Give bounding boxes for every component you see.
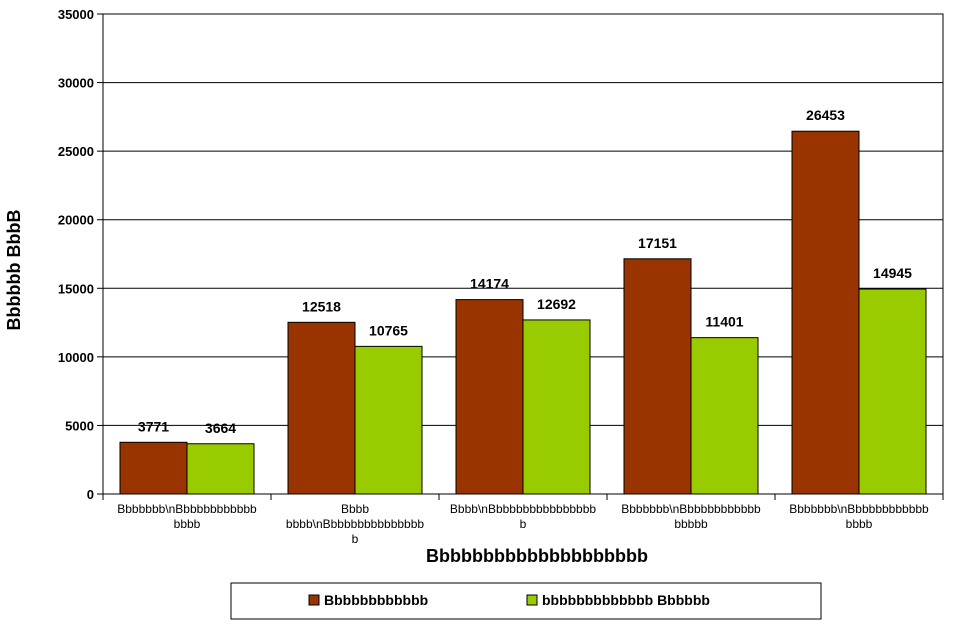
- axes: [102, 13, 944, 500]
- x-category-labels: Bbbbbbb\nBbbbbbbbbbbbbbbbBbbbbbbb\nBbbbb…: [117, 502, 929, 546]
- legend-box: [230, 582, 822, 620]
- x-category-label: Bbbb\nBbbbbbbbbbbbbbbb: [450, 502, 596, 516]
- x-category-label: Bbbbbbb\nBbbbbbbbbbbb: [621, 502, 761, 516]
- x-axis-title: Bbbbbbbbbbbbbbbbbbbb: [426, 546, 648, 566]
- bar-1-1: [119, 441, 188, 495]
- x-category-label: Bbbb: [341, 502, 369, 516]
- plot-area: [102, 13, 944, 495]
- x-category-label: b: [520, 517, 527, 531]
- bar-1-5: [791, 130, 860, 495]
- data-label: 10765: [369, 322, 408, 338]
- y-tick-label: 25000: [58, 144, 94, 159]
- bar-1-3: [455, 299, 524, 495]
- data-label: 12692: [537, 296, 576, 312]
- x-category-label: bbbb: [174, 517, 201, 531]
- data-label: 3771: [138, 418, 169, 434]
- y-tick-label: 35000: [58, 7, 94, 22]
- bar-1-2: [287, 321, 356, 495]
- data-label: 14945: [873, 265, 912, 281]
- legend-label: Bbbbbbbbbbbb: [324, 592, 428, 608]
- bar-2-2: [354, 345, 423, 495]
- bar-2-4: [690, 337, 759, 495]
- data-label: 12518: [302, 298, 341, 314]
- data-labels: 3771 3664 12518 10765 14174 12692 17151 11401 26…: [138, 107, 912, 436]
- bars: [119, 130, 927, 495]
- y-tick-label: 10000: [58, 350, 94, 365]
- data-label: 26453: [806, 107, 845, 123]
- y-tick-label: 5000: [65, 418, 94, 433]
- y-tick-label: 30000: [58, 76, 94, 91]
- data-label: 17151: [638, 235, 677, 251]
- bar-1-4: [623, 258, 692, 495]
- y-axis-title: Bbbbbb BbbB: [4, 210, 24, 331]
- x-category-label: bbbbb: [674, 517, 708, 531]
- y-tick-label: 15000: [58, 281, 94, 296]
- bar-2-5: [858, 288, 927, 495]
- bar-2-3: [522, 319, 591, 495]
- bar-2-1: [186, 443, 255, 495]
- data-label: 3664: [205, 420, 236, 436]
- x-category-label: bbbb: [846, 517, 873, 531]
- x-category-label: Bbbbbbb\nBbbbbbbbbbbb: [117, 502, 257, 516]
- y-tick-labels: 0 5000 10000 15000 20000 25000 30000 35000: [58, 7, 103, 502]
- y-tick-label: 0: [87, 487, 94, 502]
- x-category-label: b: [352, 532, 359, 546]
- legend-label: bbbbbbbbbbbbb Bbbbbb: [542, 592, 710, 608]
- x-category-label: bbbb\nBbbbbbbbbbbbbbb: [286, 517, 424, 531]
- x-category-label: Bbbbbbb\nBbbbbbbbbbbb: [789, 502, 929, 516]
- data-label: 14174: [470, 276, 509, 292]
- legend-swatch: [526, 594, 538, 606]
- y-tick-label: 20000: [58, 213, 94, 228]
- data-label: 11401: [705, 314, 743, 330]
- legend-swatch: [308, 594, 320, 606]
- legend: Bbbbbbbbbbbb bbbbbbbbbbbbb Bbbbbb: [230, 582, 822, 620]
